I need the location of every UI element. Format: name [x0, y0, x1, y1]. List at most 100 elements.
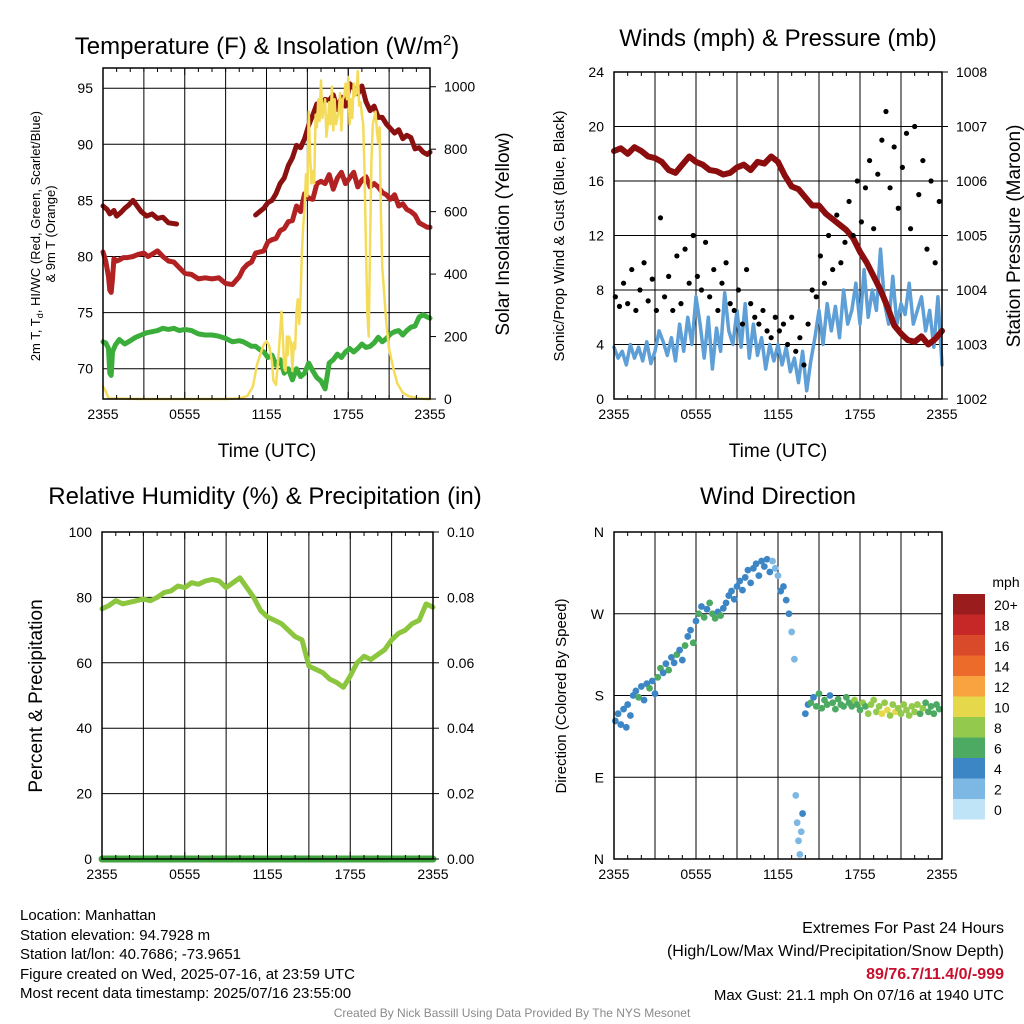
- station-latlon: Station lat/lon: 40.7686; -73.9651: [20, 946, 242, 963]
- wind-direction-point: [662, 660, 670, 668]
- gust-point: [858, 219, 864, 225]
- wind-direction-point: [717, 612, 724, 619]
- y2-tick-label: 1006: [956, 173, 987, 189]
- gust-point: [760, 307, 766, 314]
- x-tick-label: 2355: [598, 866, 629, 882]
- gust-point: [907, 226, 914, 232]
- gust-point: [711, 266, 717, 273]
- y-tick-label: 80: [77, 249, 93, 265]
- x-tick-label: 0555: [169, 406, 200, 422]
- wind-direction-point: [692, 617, 700, 625]
- wind-direction-point: [823, 701, 831, 708]
- gust-point: [678, 301, 684, 307]
- y-tick-label: 20: [76, 786, 92, 802]
- pressure-y-label: Station Pressure (Maroon): [1004, 125, 1024, 348]
- gust-point: [834, 212, 840, 218]
- y-tick-label: 60: [76, 655, 92, 671]
- wind-direction-point: [870, 696, 878, 704]
- y2-tick-label: 1003: [956, 337, 987, 353]
- figure-created: Figure created on Wed, 2025-07-16, at 23…: [20, 965, 355, 983]
- wind-direction-point: [829, 699, 837, 707]
- wind-direction-point: [635, 693, 642, 701]
- y2-tick-label: 1008: [956, 64, 987, 80]
- wind-direction-point: [744, 566, 752, 574]
- wind-direction-point: [810, 693, 817, 701]
- wind-direction-point: [834, 695, 842, 703]
- y-tick-label: 75: [77, 305, 93, 321]
- y-tick-label: S: [595, 688, 604, 704]
- wind-direction-point: [911, 708, 919, 716]
- wind-direction-point: [791, 655, 798, 663]
- gust-point: [682, 246, 688, 252]
- gust-point: [842, 239, 848, 245]
- wind-direction-point: [774, 572, 782, 579]
- y2-tick-label: 1005: [956, 228, 987, 244]
- gust-point: [743, 266, 750, 273]
- x-tick-label: 0555: [680, 406, 711, 422]
- temperature-panel: Temperature (F) & Insolation (W/m2) 2355…: [28, 32, 514, 462]
- wind-direction-point: [711, 614, 719, 622]
- gust-point: [887, 185, 893, 191]
- wind-direction-point: [797, 828, 805, 836]
- wind-direction-point: [728, 587, 735, 595]
- y-tick-label: 0: [596, 391, 604, 407]
- gust-point: [932, 260, 938, 266]
- wind-direction-y-label: Direction (Colored By Speed): [553, 598, 570, 793]
- wind-direction-point: [916, 710, 924, 718]
- humidity-y-label: Percent & Precipitation: [26, 599, 47, 792]
- wind-direction-point: [864, 710, 872, 718]
- gust-point: [633, 307, 639, 314]
- wind-direction-title: Wind Direction: [700, 483, 856, 510]
- wind-direction-point: [875, 703, 883, 710]
- insolation-line: [101, 69, 432, 401]
- y2-tick-label: 1000: [444, 79, 475, 95]
- legend-label: 0: [994, 802, 1002, 818]
- wind-direction-point: [622, 723, 630, 731]
- gust-point: [727, 301, 733, 307]
- gust-point: [625, 301, 631, 307]
- legend-label: 6: [994, 741, 1002, 757]
- gust-point: [731, 307, 737, 314]
- x-tick-label: 0555: [169, 866, 200, 882]
- gust-point: [793, 348, 799, 354]
- legend-label: 4: [994, 761, 1002, 777]
- wind-direction-point: [905, 712, 913, 719]
- winds-series: [611, 108, 945, 393]
- y2-tick-label: 600: [444, 204, 468, 220]
- gust-point: [690, 232, 696, 239]
- y-tick-label: 80: [76, 589, 92, 605]
- gust-point: [657, 215, 664, 221]
- y-tick-label: 70: [77, 361, 93, 377]
- legend-label: 10: [994, 700, 1010, 716]
- gust-point: [801, 362, 807, 368]
- legend-swatch: [953, 614, 985, 635]
- max-gust: Max Gust: 21.1 mph On 07/16 at 1940 UTC: [713, 987, 1004, 1004]
- speed-legend: 20+ 18 16 14 12 10 8 6 4 2 0: [953, 594, 1018, 820]
- y-tick-label: 12: [588, 228, 604, 244]
- wind-direction-point: [758, 557, 765, 565]
- gust-point: [899, 164, 905, 170]
- y-tick-label: E: [595, 769, 604, 785]
- y2-tick-label: 0: [444, 391, 452, 407]
- y-tick-label: 4: [596, 337, 604, 353]
- x-tick-label: 1755: [844, 866, 875, 882]
- winds-x-label: Time (UTC): [729, 441, 828, 462]
- wind-direction-point: [722, 599, 730, 607]
- wind-direction-point: [624, 701, 632, 708]
- wind-direction-point: [640, 696, 648, 704]
- humidity-line: [99, 575, 436, 690]
- y-tick-label: N: [594, 524, 604, 540]
- temperature-series: [100, 69, 433, 401]
- x-tick-label: 1755: [844, 406, 875, 422]
- gust-point: [805, 321, 811, 327]
- wind-direction-point: [736, 577, 744, 585]
- x-tick-label: 2355: [926, 406, 957, 422]
- legend-swatch: [953, 594, 985, 615]
- legend-label: 18: [994, 618, 1010, 634]
- gust-point: [637, 287, 643, 293]
- dewpoint-line: [100, 312, 433, 392]
- winds-panel: Winds (mph) & Pressure (mb) 2355 0555 1155…: [551, 25, 1024, 462]
- station-elevation: Station elevation: 94.7928 m: [20, 926, 211, 944]
- wind-direction-point: [687, 626, 694, 634]
- wind-direction-point: [752, 560, 760, 568]
